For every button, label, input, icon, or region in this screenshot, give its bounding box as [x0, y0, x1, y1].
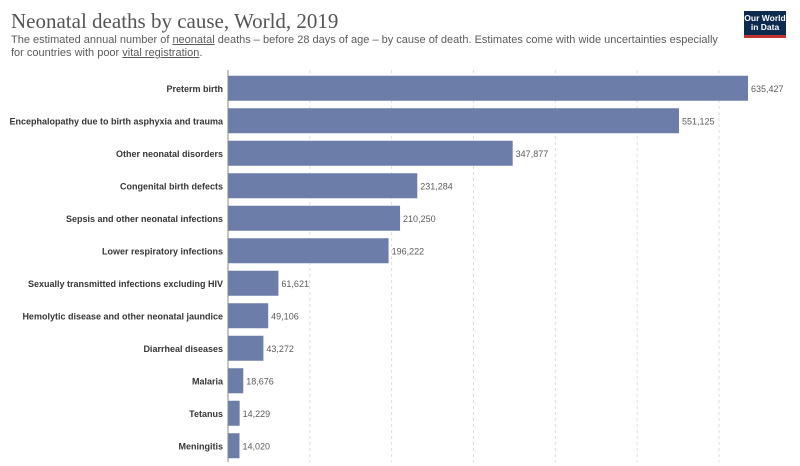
category-label: Tetanus [189, 409, 223, 419]
category-label: Hemolytic disease and other neonatal jau… [22, 311, 223, 321]
category-label: Lower respiratory infections [102, 246, 223, 256]
value-label: 210,250 [403, 214, 436, 224]
bar [228, 270, 279, 296]
category-label: Preterm birth [166, 84, 223, 94]
owid-logo[interactable]: Our World in Data [744, 11, 786, 38]
bar [228, 238, 389, 264]
bar [228, 205, 401, 231]
chart-subtitle: The estimated annual number of neonatal … [11, 34, 731, 60]
value-label: 61,621 [281, 279, 309, 289]
category-label: Encephalopathy due to birth asphyxia and… [9, 116, 224, 126]
value-label: 196,222 [392, 246, 425, 256]
value-label: 43,272 [266, 344, 294, 354]
bar [228, 173, 418, 199]
value-label: 551,125 [682, 116, 715, 126]
chart-title: Neonatal deaths by cause, World, 2019 [11, 9, 339, 33]
bar [228, 75, 748, 101]
bars [228, 75, 748, 459]
vital-registration-link[interactable]: vital registration [122, 47, 200, 59]
bar [228, 368, 244, 394]
category-label: Malaria [192, 376, 224, 386]
logo-line-2: in Data [750, 22, 780, 32]
labels: Preterm birth 635,427 Encephalopathy due t… [9, 84, 783, 452]
logo-line-1: Our World [744, 12, 786, 23]
category-label: Sepsis and other neonatal infections [66, 214, 223, 224]
subtitle-text: The estimated annual number of [11, 34, 173, 46]
subtitle-text: . [199, 47, 203, 59]
bar [228, 400, 240, 426]
neonatal-link[interactable]: neonatal [172, 34, 215, 46]
value-label: 18,676 [246, 376, 274, 386]
bar [228, 140, 513, 166]
value-label: 231,284 [420, 181, 453, 191]
bar [228, 108, 680, 134]
value-label: 49,106 [271, 311, 299, 321]
value-label: 14,020 [242, 441, 270, 451]
category-label: Meningitis [179, 441, 224, 451]
bar [228, 335, 264, 361]
value-label: 635,427 [751, 84, 784, 94]
category-label: Other neonatal disorders [116, 149, 223, 159]
value-label: 347,877 [516, 149, 549, 159]
gridlines [309, 70, 720, 462]
subtitle-text: deaths – before 28 days of age – by caus… [11, 34, 718, 59]
category-label: Diarrheal diseases [143, 344, 223, 354]
value-label: 14,229 [243, 409, 271, 419]
category-label: Sexually transmitted infections excludin… [28, 279, 223, 289]
category-label: Congenital birth defects [120, 181, 223, 191]
bar [228, 433, 240, 459]
bar [228, 303, 269, 329]
